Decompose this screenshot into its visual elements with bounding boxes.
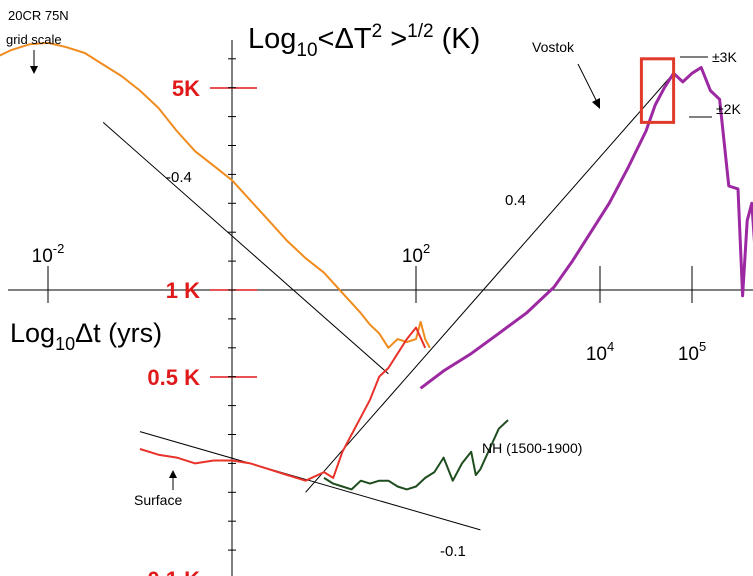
- title-mid: <ΔT: [318, 23, 372, 55]
- fit-label-neg04: -0.4: [166, 169, 192, 186]
- x-tick-label-2: 104: [586, 339, 614, 365]
- title-sup1: 2: [372, 21, 383, 42]
- y-tick-label-3: 0.1 K: [147, 567, 200, 576]
- arrow-surface-head: [169, 470, 177, 478]
- y-ticks: [210, 58, 257, 551]
- series-group: [0, 41, 753, 491]
- fit-line-0: [102, 122, 389, 375]
- highlight-box: [639, 57, 676, 124]
- title-base: Log: [248, 23, 296, 55]
- xlabel-sub: 10: [55, 334, 75, 354]
- annotation-surface: Surface: [134, 492, 182, 508]
- arrow-20cr-head: [30, 66, 38, 74]
- arrow-vostok: [577, 63, 599, 105]
- y-tick-label-1: 1 K: [166, 278, 200, 303]
- title-sup2: 1/2: [407, 21, 433, 42]
- annotation-pm2k: ±2K: [716, 101, 741, 117]
- annotation-grid-scale: grid scale: [6, 32, 62, 47]
- title-end: (K): [434, 23, 481, 55]
- x-axis-label: Log10Δt (yrs): [10, 318, 162, 354]
- annotation-vostok: Vostok: [532, 39, 575, 55]
- annotation-nh: NH (1500-1900): [482, 440, 582, 456]
- title-sub: 10: [296, 40, 317, 61]
- arrow-vostok-head: [592, 98, 600, 109]
- fit-line-2: [139, 431, 481, 531]
- series-purple-line: [419, 66, 753, 390]
- annotation-20cr: 20CR 75N: [8, 8, 69, 23]
- fit-label-04: 0.4: [505, 192, 526, 209]
- x-tick-labels: 10-2 102 104 105: [32, 241, 707, 365]
- chart-title: Log10<ΔT2 >1/2 (K): [248, 21, 480, 61]
- x-tick-label-3: 105: [678, 339, 706, 365]
- series-green-line: [323, 419, 509, 491]
- fit-lines: [102, 72, 674, 531]
- x-ticks: [47, 266, 693, 303]
- x-tick-label-1: 102: [402, 241, 430, 267]
- annotation-pm3k: ±3K: [712, 49, 737, 65]
- y-tick-labels: 5K 1 K 0.5 K 0.1 K: [147, 76, 200, 576]
- series-red-line: [139, 326, 427, 482]
- x-tick-label-0: 10-2: [32, 241, 65, 267]
- fit-label-neg01: -0.1: [440, 543, 466, 560]
- fit-line-1: [305, 72, 674, 493]
- y-tick-label-2: 0.5 K: [147, 365, 200, 390]
- title-mid2: >: [382, 23, 407, 55]
- y-tick-label-0: 5K: [172, 76, 200, 101]
- series-orange-line: [0, 41, 431, 349]
- xlabel-base: Log: [10, 318, 55, 348]
- xlabel-rest: Δt (yrs): [75, 318, 162, 348]
